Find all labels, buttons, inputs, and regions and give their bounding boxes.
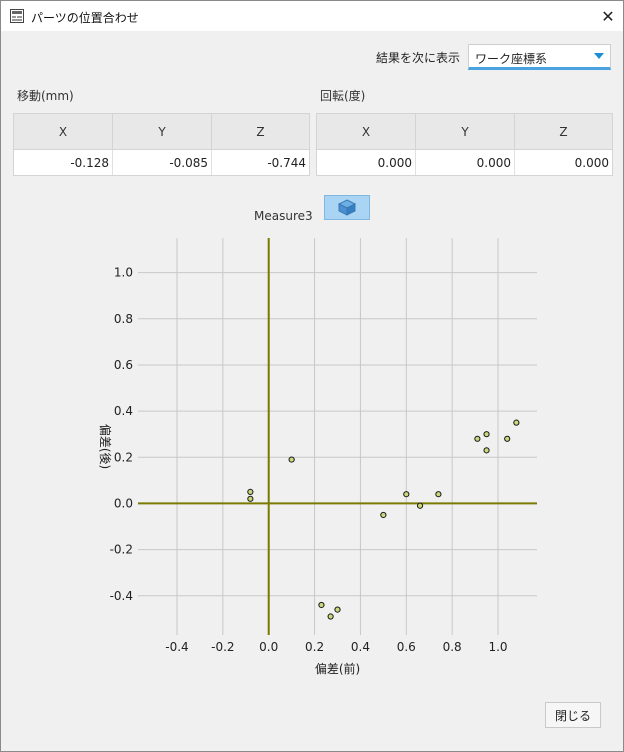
translation-value-x[interactable]: -0.128	[14, 150, 113, 175]
window-title: パーツの位置合わせ	[31, 11, 139, 25]
translation-value-y[interactable]: -0.085	[113, 150, 212, 175]
x-tick-label: 0.6	[397, 640, 416, 654]
rotation-table: X Y Z 0.000 0.000 0.000	[316, 113, 613, 176]
data-point	[435, 491, 442, 498]
translation-label: 移動(mm)	[17, 89, 74, 103]
y-tick-label: 1.0	[114, 266, 133, 280]
measure-name: Measure3	[254, 209, 313, 223]
rotation-header-z: Z	[559, 125, 568, 139]
x-tick-label: 1.0	[488, 640, 507, 654]
data-point	[247, 488, 254, 495]
x-tick-label: 0.0	[259, 640, 278, 654]
rotation-value-y[interactable]: 0.000	[416, 150, 515, 175]
rotation-header-y: Y	[416, 114, 515, 150]
x-tick-label: -0.2	[211, 640, 234, 654]
rotation-value-z[interactable]: 0.000	[574, 155, 609, 170]
rotation-value-x[interactable]: 0.000	[317, 150, 416, 175]
data-point	[288, 456, 295, 463]
y-tick-label: 0.4	[114, 404, 133, 418]
x-tick-label: -0.4	[165, 640, 188, 654]
data-point	[483, 447, 490, 454]
translation-table: X Y Z -0.128 -0.085 -0.744	[13, 113, 310, 176]
measure-view-button[interactable]	[324, 195, 370, 220]
data-point	[504, 435, 511, 442]
close-window-button[interactable]: ✕	[593, 1, 623, 31]
data-point	[247, 495, 254, 502]
translation-header-y: Y	[113, 114, 212, 150]
app-icon	[10, 9, 24, 23]
y-tick-label: 0.2	[114, 450, 133, 464]
data-point	[474, 435, 481, 442]
rotation-header-row	[317, 114, 612, 150]
coordinate-system-select[interactable]: ワーク座標系	[468, 44, 611, 70]
data-point	[380, 511, 387, 519]
coordinate-system-value: ワーク座標系	[475, 52, 548, 66]
x-tick-label: 0.4	[351, 640, 370, 654]
translation-header-row	[14, 114, 309, 150]
chevron-down-icon	[594, 53, 604, 59]
y-tick-label: 0.0	[114, 496, 133, 510]
y-tick-label: 0.8	[114, 312, 133, 326]
3d-view-icon	[337, 199, 357, 216]
rotation-label: 回転(度)	[320, 89, 366, 103]
translation-value-z[interactable]: -0.744	[267, 155, 306, 170]
translation-header-z: Z	[256, 125, 265, 139]
data-point	[416, 502, 424, 509]
translation-header-x: X	[14, 114, 113, 150]
data-point	[403, 491, 410, 498]
deviation-scatter-chart: -0.4 -0.2 0.0 0.2 0.4 0.6 0.8 1.0 1.0 0.8 0.6 0.4 0.…	[98, 238, 537, 676]
display-mode-label: 結果を次に表示	[376, 51, 461, 65]
data-point	[334, 606, 341, 613]
rotation-header-x: X	[317, 114, 416, 150]
data-point	[483, 431, 490, 438]
data-point	[513, 419, 520, 426]
y-tick-label: -0.4	[110, 589, 133, 603]
data-point	[327, 613, 334, 620]
y-tick-label: -0.2	[110, 543, 133, 557]
x-tick-label: 0.8	[443, 640, 462, 654]
close-button[interactable]: 閉じる	[545, 702, 601, 728]
y-tick-label: 0.6	[114, 358, 133, 372]
x-axis-title: 偏差(前)	[315, 661, 360, 676]
close-icon: ✕	[601, 6, 615, 26]
title-bar: パーツの位置合わせ ✕	[1, 1, 623, 31]
data-point	[318, 601, 325, 609]
y-axis-title: 偏差(後)	[98, 424, 113, 469]
x-tick-label: 0.2	[305, 640, 324, 654]
